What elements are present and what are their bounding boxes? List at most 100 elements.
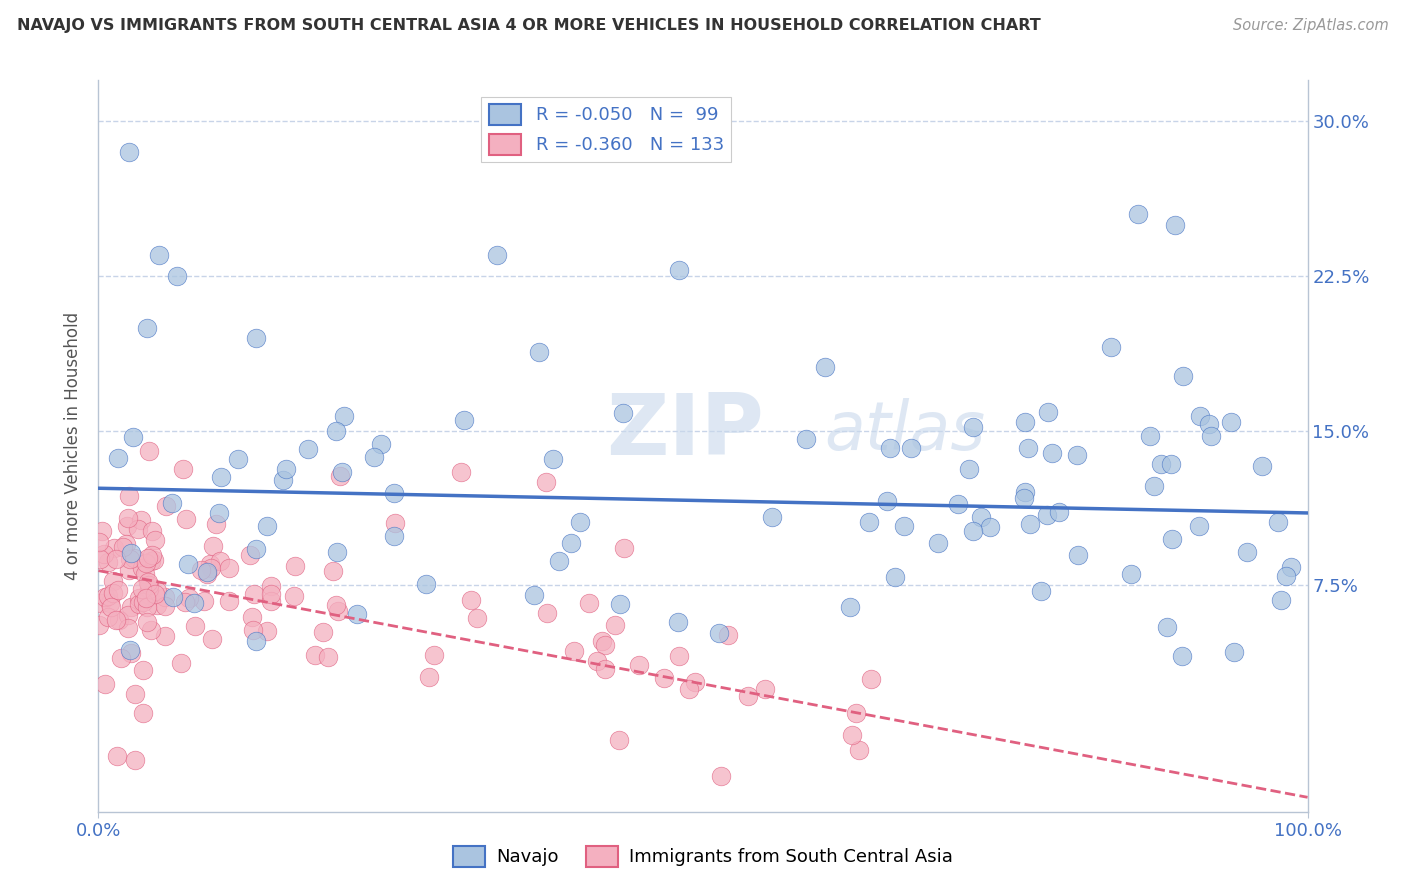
Point (198, 557, 221, 571)
Point (1189, 409, 1212, 424)
Point (1014, 416, 1036, 430)
Point (105, 613, 128, 627)
Point (153, 591, 176, 605)
Point (666, 615, 689, 629)
Point (536, 607, 558, 621)
Point (166, 268, 188, 283)
Point (271, 474, 294, 488)
Point (177, 557, 200, 571)
Point (523, 587, 546, 601)
Point (98, 596, 121, 610)
Point (382, 486, 405, 500)
Point (450, 465, 472, 479)
Point (141, 549, 163, 563)
Point (1219, 415, 1241, 429)
Point (970, 509, 993, 524)
Point (128, 591, 150, 605)
Point (1188, 519, 1211, 533)
Point (486, 248, 509, 262)
Point (174, 511, 197, 525)
Point (737, 689, 759, 703)
Point (142, 552, 165, 566)
Point (87, 618, 110, 632)
Point (578, 596, 600, 610)
Point (135, 320, 157, 334)
Point (329, 468, 352, 483)
Point (108, 613, 131, 627)
Point (1270, 593, 1292, 607)
Point (201, 632, 224, 646)
Text: Source: ZipAtlas.com: Source: ZipAtlas.com (1233, 18, 1389, 33)
Point (1035, 508, 1057, 522)
Point (260, 587, 283, 601)
Point (717, 628, 740, 642)
Point (332, 409, 354, 424)
Point (652, 671, 675, 685)
Point (118, 642, 141, 657)
Point (101, 574, 124, 589)
Point (129, 513, 152, 527)
Point (627, 658, 650, 673)
Point (218, 594, 240, 608)
Point (179, 591, 201, 606)
Point (710, 769, 733, 783)
Point (111, 540, 134, 554)
Point (184, 619, 207, 633)
Point (240, 609, 263, 624)
Point (93, 590, 115, 604)
Point (97, 610, 120, 624)
Point (110, 651, 132, 665)
Point (1047, 505, 1070, 519)
Point (89, 534, 111, 549)
Point (89, 552, 111, 566)
Point (195, 566, 218, 581)
Point (218, 561, 240, 575)
Point (1066, 448, 1088, 462)
Point (605, 618, 627, 632)
Point (104, 552, 127, 566)
Point (568, 515, 591, 529)
Point (761, 510, 783, 524)
Point (962, 419, 984, 434)
Point (423, 648, 446, 663)
Point (204, 516, 226, 531)
Point (118, 489, 141, 503)
Point (838, 600, 860, 615)
Point (128, 597, 150, 611)
Point (153, 599, 176, 614)
Point (1036, 405, 1059, 419)
Point (859, 672, 882, 686)
Point (138, 575, 160, 590)
Point (813, 359, 835, 374)
Point (957, 462, 980, 476)
Point (183, 596, 205, 610)
Point (90, 596, 112, 610)
Point (330, 465, 353, 479)
Point (678, 681, 700, 696)
Point (101, 586, 124, 600)
Point (562, 643, 585, 657)
Point (325, 598, 347, 612)
Point (1171, 369, 1194, 384)
Point (245, 634, 267, 648)
Point (607, 733, 630, 747)
Point (136, 550, 159, 565)
Point (841, 728, 863, 742)
Point (114, 537, 136, 551)
Point (260, 579, 283, 593)
Point (1279, 560, 1302, 574)
Point (283, 589, 305, 603)
Point (325, 425, 347, 439)
Point (132, 663, 155, 677)
Point (858, 515, 880, 529)
Point (97, 589, 120, 603)
Point (384, 516, 406, 530)
Point (946, 497, 969, 511)
Point (460, 593, 482, 607)
Point (245, 331, 267, 345)
Point (245, 542, 267, 557)
Point (94, 677, 117, 691)
Point (297, 442, 319, 456)
Point (893, 519, 915, 533)
Point (593, 662, 616, 676)
